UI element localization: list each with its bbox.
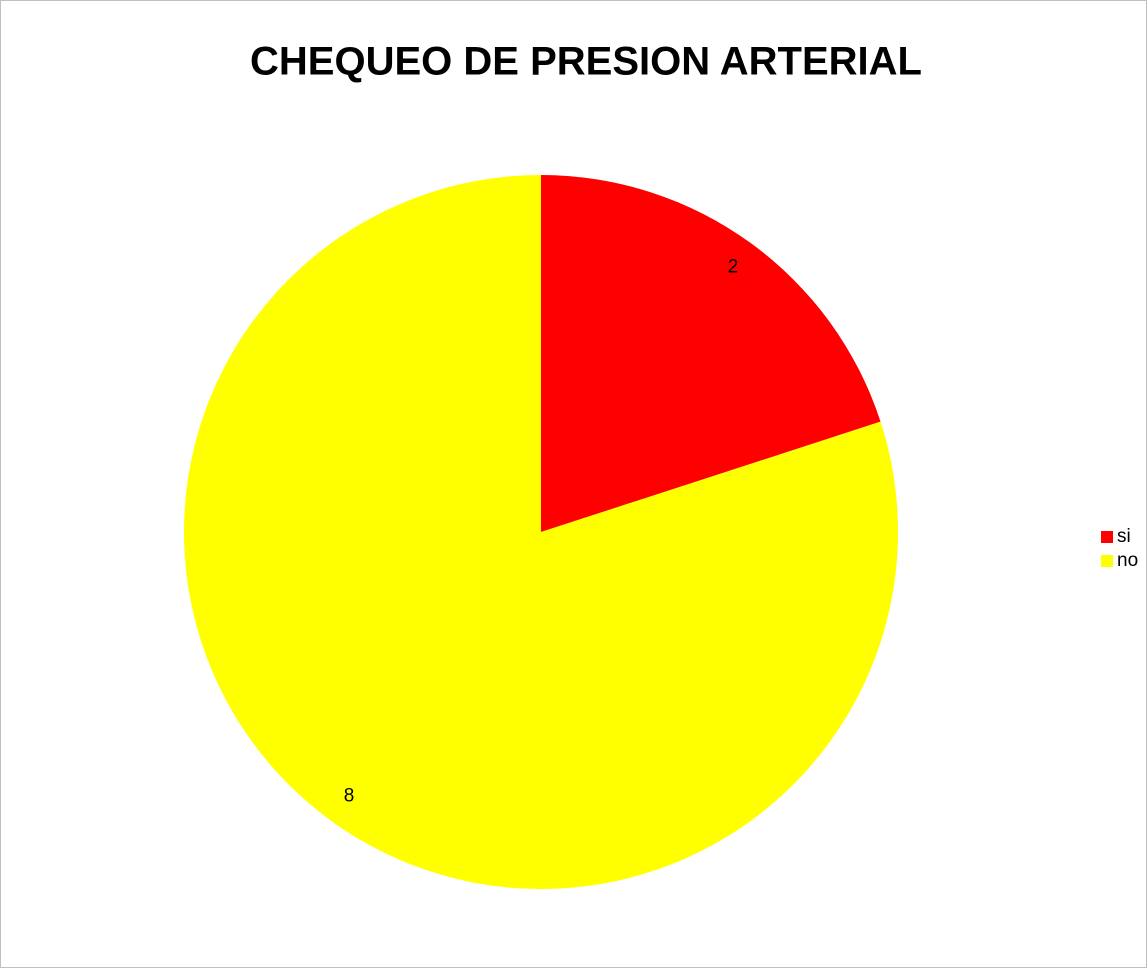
data-label: 8 (344, 785, 355, 806)
data-label: 2 (728, 257, 739, 278)
legend-label: si (1117, 526, 1131, 547)
pie-slice (541, 175, 881, 532)
pie-slice (183, 175, 898, 890)
legend-swatch (1101, 555, 1113, 567)
chart-title: CHEQUEO DE PRESION ARTERIAL (250, 40, 922, 84)
legend-label: no (1117, 550, 1138, 571)
legend-swatch (1101, 531, 1113, 543)
